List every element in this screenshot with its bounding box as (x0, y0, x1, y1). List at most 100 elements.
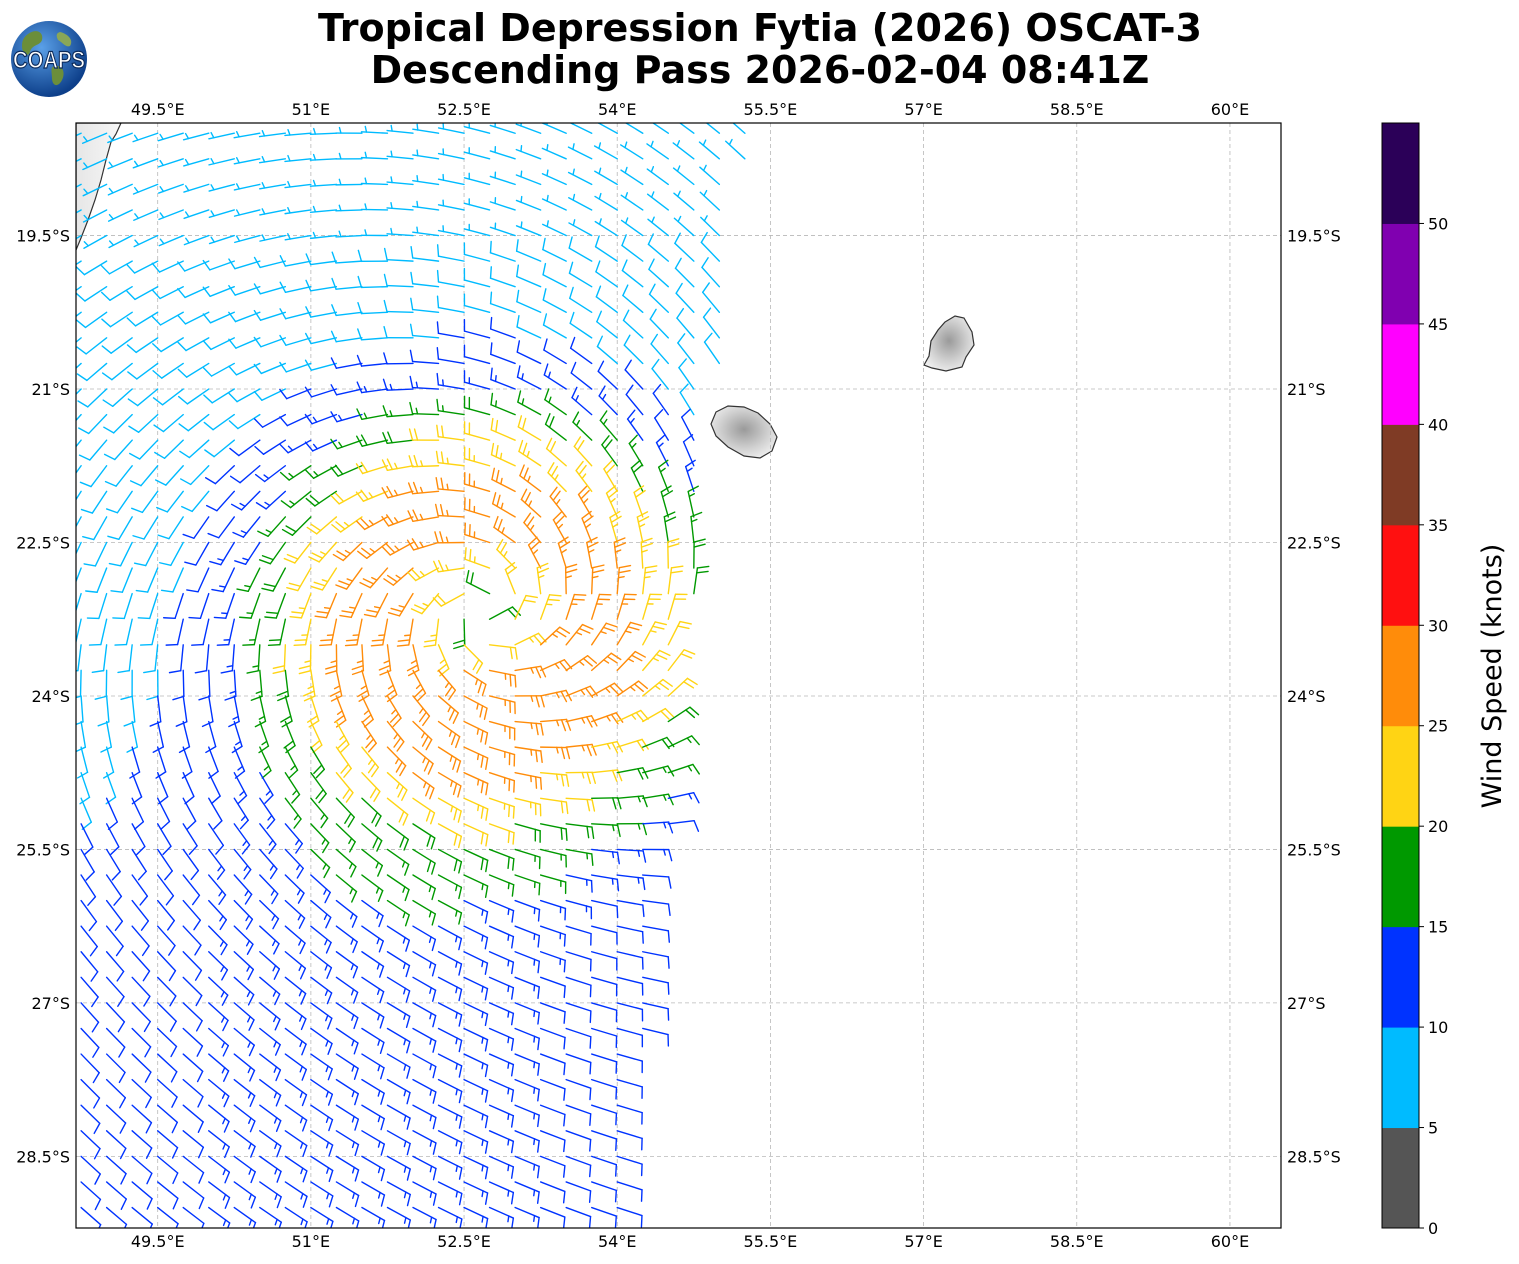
wind-barb (565, 593, 587, 620)
wind-barb (182, 1002, 203, 1032)
wind-barb (284, 746, 299, 779)
wind-barb (181, 490, 210, 513)
wind-barb (542, 313, 567, 339)
wind-barb (674, 257, 695, 288)
wind-barb (642, 925, 671, 943)
wind-barb (489, 171, 516, 186)
wind-barb (310, 1130, 334, 1157)
wind-barb (131, 848, 147, 881)
wind-barb (569, 286, 593, 313)
wind-barb (131, 1155, 153, 1185)
wind-barb (126, 286, 159, 301)
wind-barb (131, 823, 146, 856)
wind-barb (267, 618, 287, 646)
wind-barb (259, 874, 279, 905)
wind-barb (259, 1078, 282, 1107)
wind-barb (234, 541, 261, 565)
wind-barb (565, 623, 594, 646)
wind-barb (114, 618, 133, 646)
wind-barb (259, 951, 281, 980)
wind-barb (105, 1206, 128, 1228)
wind-barb (463, 746, 489, 770)
wind-barb (330, 411, 363, 423)
wind-barb (569, 123, 593, 134)
wind-barb (233, 1206, 257, 1228)
wind-barb (160, 567, 184, 593)
wind-barb (575, 460, 593, 493)
wind-barb (565, 743, 597, 757)
wind-barb (203, 388, 235, 404)
wind-barb (616, 1181, 643, 1202)
wind-barb (156, 1002, 177, 1032)
wind-barb (681, 408, 695, 441)
wind-barb (310, 1206, 334, 1228)
wind-barb (412, 848, 436, 875)
wind-barb (305, 253, 338, 266)
wind-barb (616, 899, 645, 918)
wind-barb (672, 140, 695, 160)
wind-barb (514, 925, 541, 948)
wind-barb (178, 413, 210, 432)
wind-barb (597, 360, 618, 390)
wind-barb (259, 848, 278, 880)
wind-barb (565, 1104, 592, 1126)
wind-barb (412, 200, 440, 211)
wind-barb (678, 358, 695, 390)
wind-barb (690, 511, 703, 544)
wind-barb (539, 1130, 566, 1153)
wind-barb (191, 618, 210, 646)
wind-barb (488, 606, 522, 620)
wind-barb (590, 1002, 618, 1023)
wind-barb (361, 1027, 385, 1055)
wind-barb (654, 408, 669, 441)
wind-barb (412, 720, 433, 751)
wind-barb (156, 874, 175, 906)
wind-barb (168, 644, 184, 674)
wind-barb (590, 1053, 618, 1074)
wind-barb (642, 793, 674, 806)
wind-barb (105, 1104, 127, 1134)
wind-barb (361, 951, 385, 978)
wind-barb (514, 1206, 540, 1228)
wind-barb (463, 899, 489, 924)
wind-barb (624, 359, 644, 390)
wind-barb (386, 823, 409, 851)
wind-barb (667, 819, 700, 832)
wind-barb (539, 1181, 566, 1204)
wind-barb (156, 1027, 178, 1058)
wind-barb (126, 260, 159, 274)
wind-barb (463, 823, 489, 847)
wind-barb (335, 925, 358, 954)
wind-barb (488, 1104, 515, 1128)
wind-barb (667, 538, 680, 569)
wind-barb (259, 899, 280, 930)
wind-barb (565, 1155, 592, 1178)
wind-barb (356, 381, 389, 394)
logo-text: COAPS (13, 47, 85, 74)
wind-barb (182, 1130, 205, 1159)
colorbar-segment (1382, 1027, 1419, 1129)
wind-barb (699, 164, 721, 186)
wind-barb (208, 1206, 231, 1228)
lon-tick-label-top: 52.5°E (437, 100, 491, 119)
wind-barb (642, 565, 658, 595)
wind-barb (674, 232, 695, 262)
wind-barb (594, 167, 618, 186)
wind-barb (565, 1053, 592, 1075)
wind-barb (361, 976, 385, 1004)
wind-barb (616, 1155, 643, 1177)
wind-barb (514, 976, 540, 999)
wind-barb (183, 234, 210, 246)
wind-barb (541, 194, 567, 211)
wind-barb (410, 245, 440, 262)
wind-barb (383, 352, 414, 365)
wind-barb (647, 216, 669, 237)
wind-barb (590, 1181, 618, 1203)
wind-barb (129, 465, 159, 487)
wind-barb (80, 925, 98, 957)
wind-barb (360, 125, 389, 134)
colorbar-tick-label: 25 (1428, 717, 1448, 736)
wind-barb (157, 132, 184, 142)
wind-barb (105, 490, 133, 514)
wind-barb (177, 337, 210, 352)
